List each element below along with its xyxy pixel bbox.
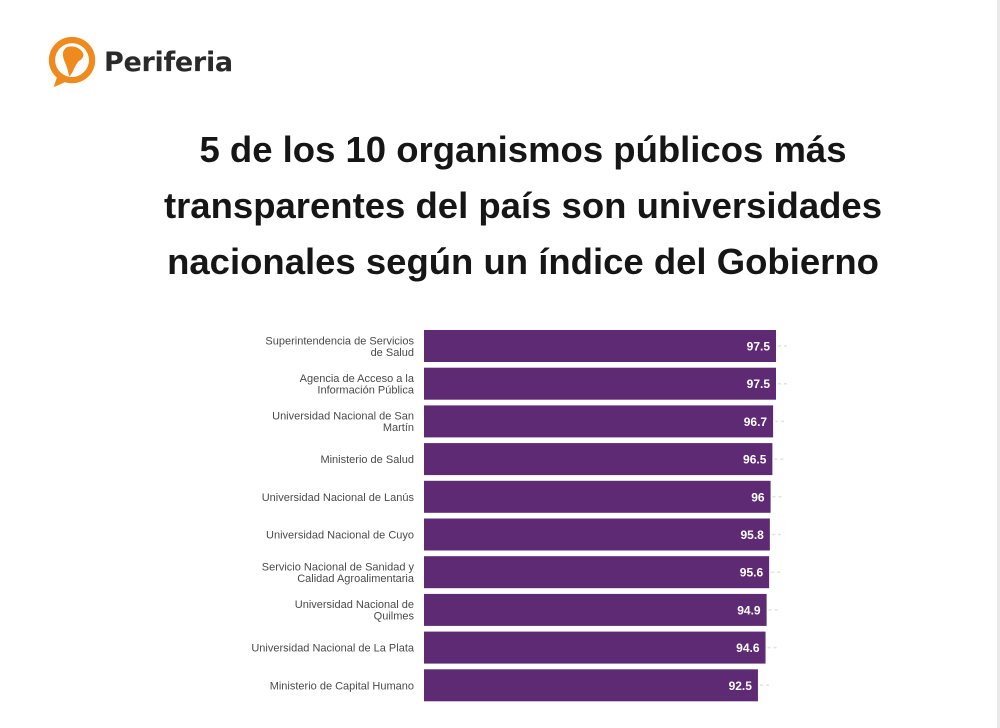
bar: [424, 367, 776, 400]
category-label: Universidad Nacional de Cuyo: [266, 530, 414, 542]
brand-name: Periferia: [104, 46, 233, 78]
bar-chart: 97.5 Superintendencia de Servicios de Salu…: [251, 330, 790, 702]
bar-value-label: 95.8: [741, 528, 765, 542]
bar: [424, 443, 773, 476]
bar-value-label: 95.6: [740, 566, 764, 580]
category-label: Superintendencia de Servicios de Salud: [265, 335, 414, 359]
bar: [424, 518, 770, 551]
category-label: Agencia de Acceso a la Información Públic…: [300, 373, 415, 397]
bar-value-label: 94.9: [737, 603, 761, 617]
bar: [424, 669, 758, 702]
bar-value-label: 96.7: [744, 415, 768, 429]
speech-bubble-south-america-icon: [48, 36, 96, 88]
category-label: Universidad Nacional de San Martín: [272, 411, 414, 435]
bar-value-label: 97.5: [747, 340, 771, 354]
bar-value-label: 92.5: [729, 679, 753, 693]
category-label: Universidad Nacional de Lanús: [262, 492, 415, 504]
bar: [424, 405, 774, 438]
bar: [424, 480, 771, 513]
bar: [424, 593, 767, 626]
category-label: Ministerio de Capital Humano: [270, 680, 414, 692]
page-edge: [997, 0, 1000, 728]
category-label: Universidad Nacional de Quilmes: [295, 599, 415, 623]
bar-value-label: 97.5: [747, 377, 771, 391]
category-label: Universidad Nacional de La Plata: [251, 643, 415, 655]
category-label: Ministerio de Salud: [320, 454, 414, 466]
bar-value-label: 94.6: [736, 641, 760, 655]
bar-value-label: 96.5: [743, 453, 767, 467]
headline: 5 de los 10 organismos públicos más tran…: [163, 129, 883, 282]
category-label: Servicio Nacional de Sanidad y Calidad Ag…: [262, 561, 415, 585]
brand-logo: Periferia: [44, 32, 233, 92]
bar: [424, 631, 766, 664]
bar: [424, 556, 770, 589]
bar: [424, 330, 776, 362]
bar-value-label: 96: [751, 490, 765, 504]
